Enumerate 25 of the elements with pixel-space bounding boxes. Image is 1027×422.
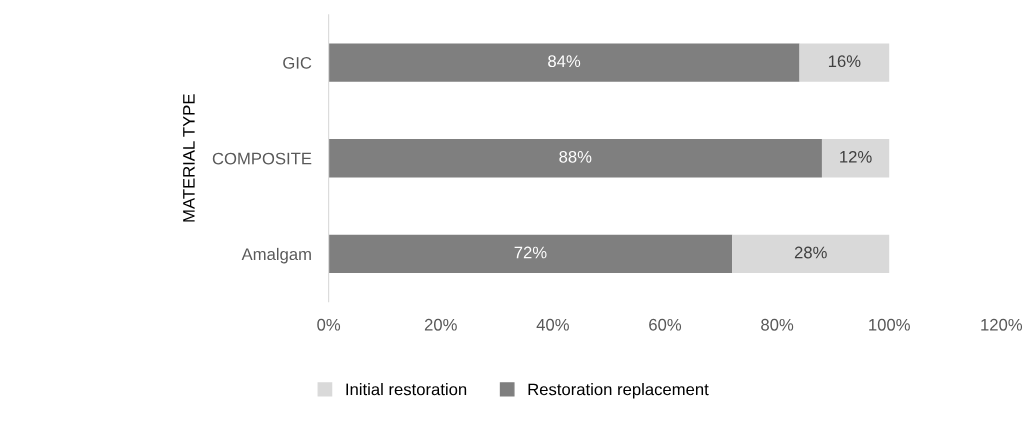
x-tick-label: 40% [536,318,569,331]
x-tick-label: 0% [317,318,341,331]
bar [328,139,822,178]
x-tick-label: 100% [869,318,910,331]
bar [821,139,890,178]
x-tick-label: 80% [761,318,794,331]
data-label: 84% [548,55,581,68]
legend-label: Initial restoration [346,383,467,396]
x-tick-label: 20% [424,318,457,331]
bar [732,234,890,274]
y-tick-label: GIC [283,57,312,69]
legend-label: Restoration replacement [528,383,709,399]
y-tick-label: Amalgam [241,247,311,264]
bar [328,234,733,274]
y-axis-title: MATERIAL TYPE [183,94,195,222]
data-label: 28% [794,246,827,259]
y-tick-label: COMPOSITE [212,152,312,165]
bar [799,43,890,82]
data-label: 12% [840,150,872,163]
data-label: 72% [514,246,547,259]
bar [328,43,800,82]
x-tick-label: 60% [649,318,682,331]
data-label: 88% [559,150,592,163]
data-label: 16% [828,55,861,68]
x-tick-label: 120% [981,318,1023,331]
